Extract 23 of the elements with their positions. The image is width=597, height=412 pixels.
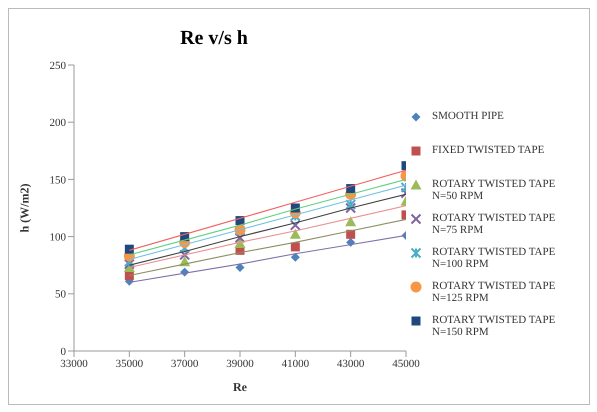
legend-label: ROTARY TWISTED TAPE N=50 RPM bbox=[432, 178, 556, 202]
y-tick-label: 100 bbox=[50, 232, 66, 244]
legend-label: ROTARY TWISTED TAPE N=150 RPM bbox=[432, 314, 556, 338]
legend-label: FIXED TWISTED TAPE bbox=[432, 144, 544, 156]
x-tick-label: 33000 bbox=[60, 358, 88, 370]
legend-label: ROTARY TWISTED TAPE N=100 RPM bbox=[432, 246, 556, 270]
x-tick-label: 41000 bbox=[282, 358, 310, 370]
y-tick-label: 50 bbox=[55, 288, 66, 301]
y-tick-label: 150 bbox=[50, 174, 66, 186]
y-axis-title: h (W/m2) bbox=[17, 184, 32, 232]
legend-label: ROTARY TWISTED TAPE N=75 RPM bbox=[432, 212, 556, 236]
x-tick-label: 37000 bbox=[170, 358, 199, 370]
legend-label: SMOOTH PIPE bbox=[432, 110, 504, 122]
y-tick-label: 0 bbox=[60, 346, 66, 358]
legend-label: ROTARY TWISTED TAPE N=125 RPM bbox=[432, 280, 556, 304]
x-tick-label: 45000 bbox=[392, 358, 420, 370]
x-tick-label: 43000 bbox=[336, 358, 365, 370]
y-tick-label: 250 bbox=[50, 60, 66, 72]
x-axis-title: Re bbox=[233, 380, 248, 394]
chart-title: Re v/s h bbox=[179, 26, 249, 51]
x-tick-label: 35000 bbox=[116, 358, 144, 370]
x-tick-label: 39000 bbox=[226, 358, 254, 370]
y-tick-label: 200 bbox=[50, 117, 66, 130]
